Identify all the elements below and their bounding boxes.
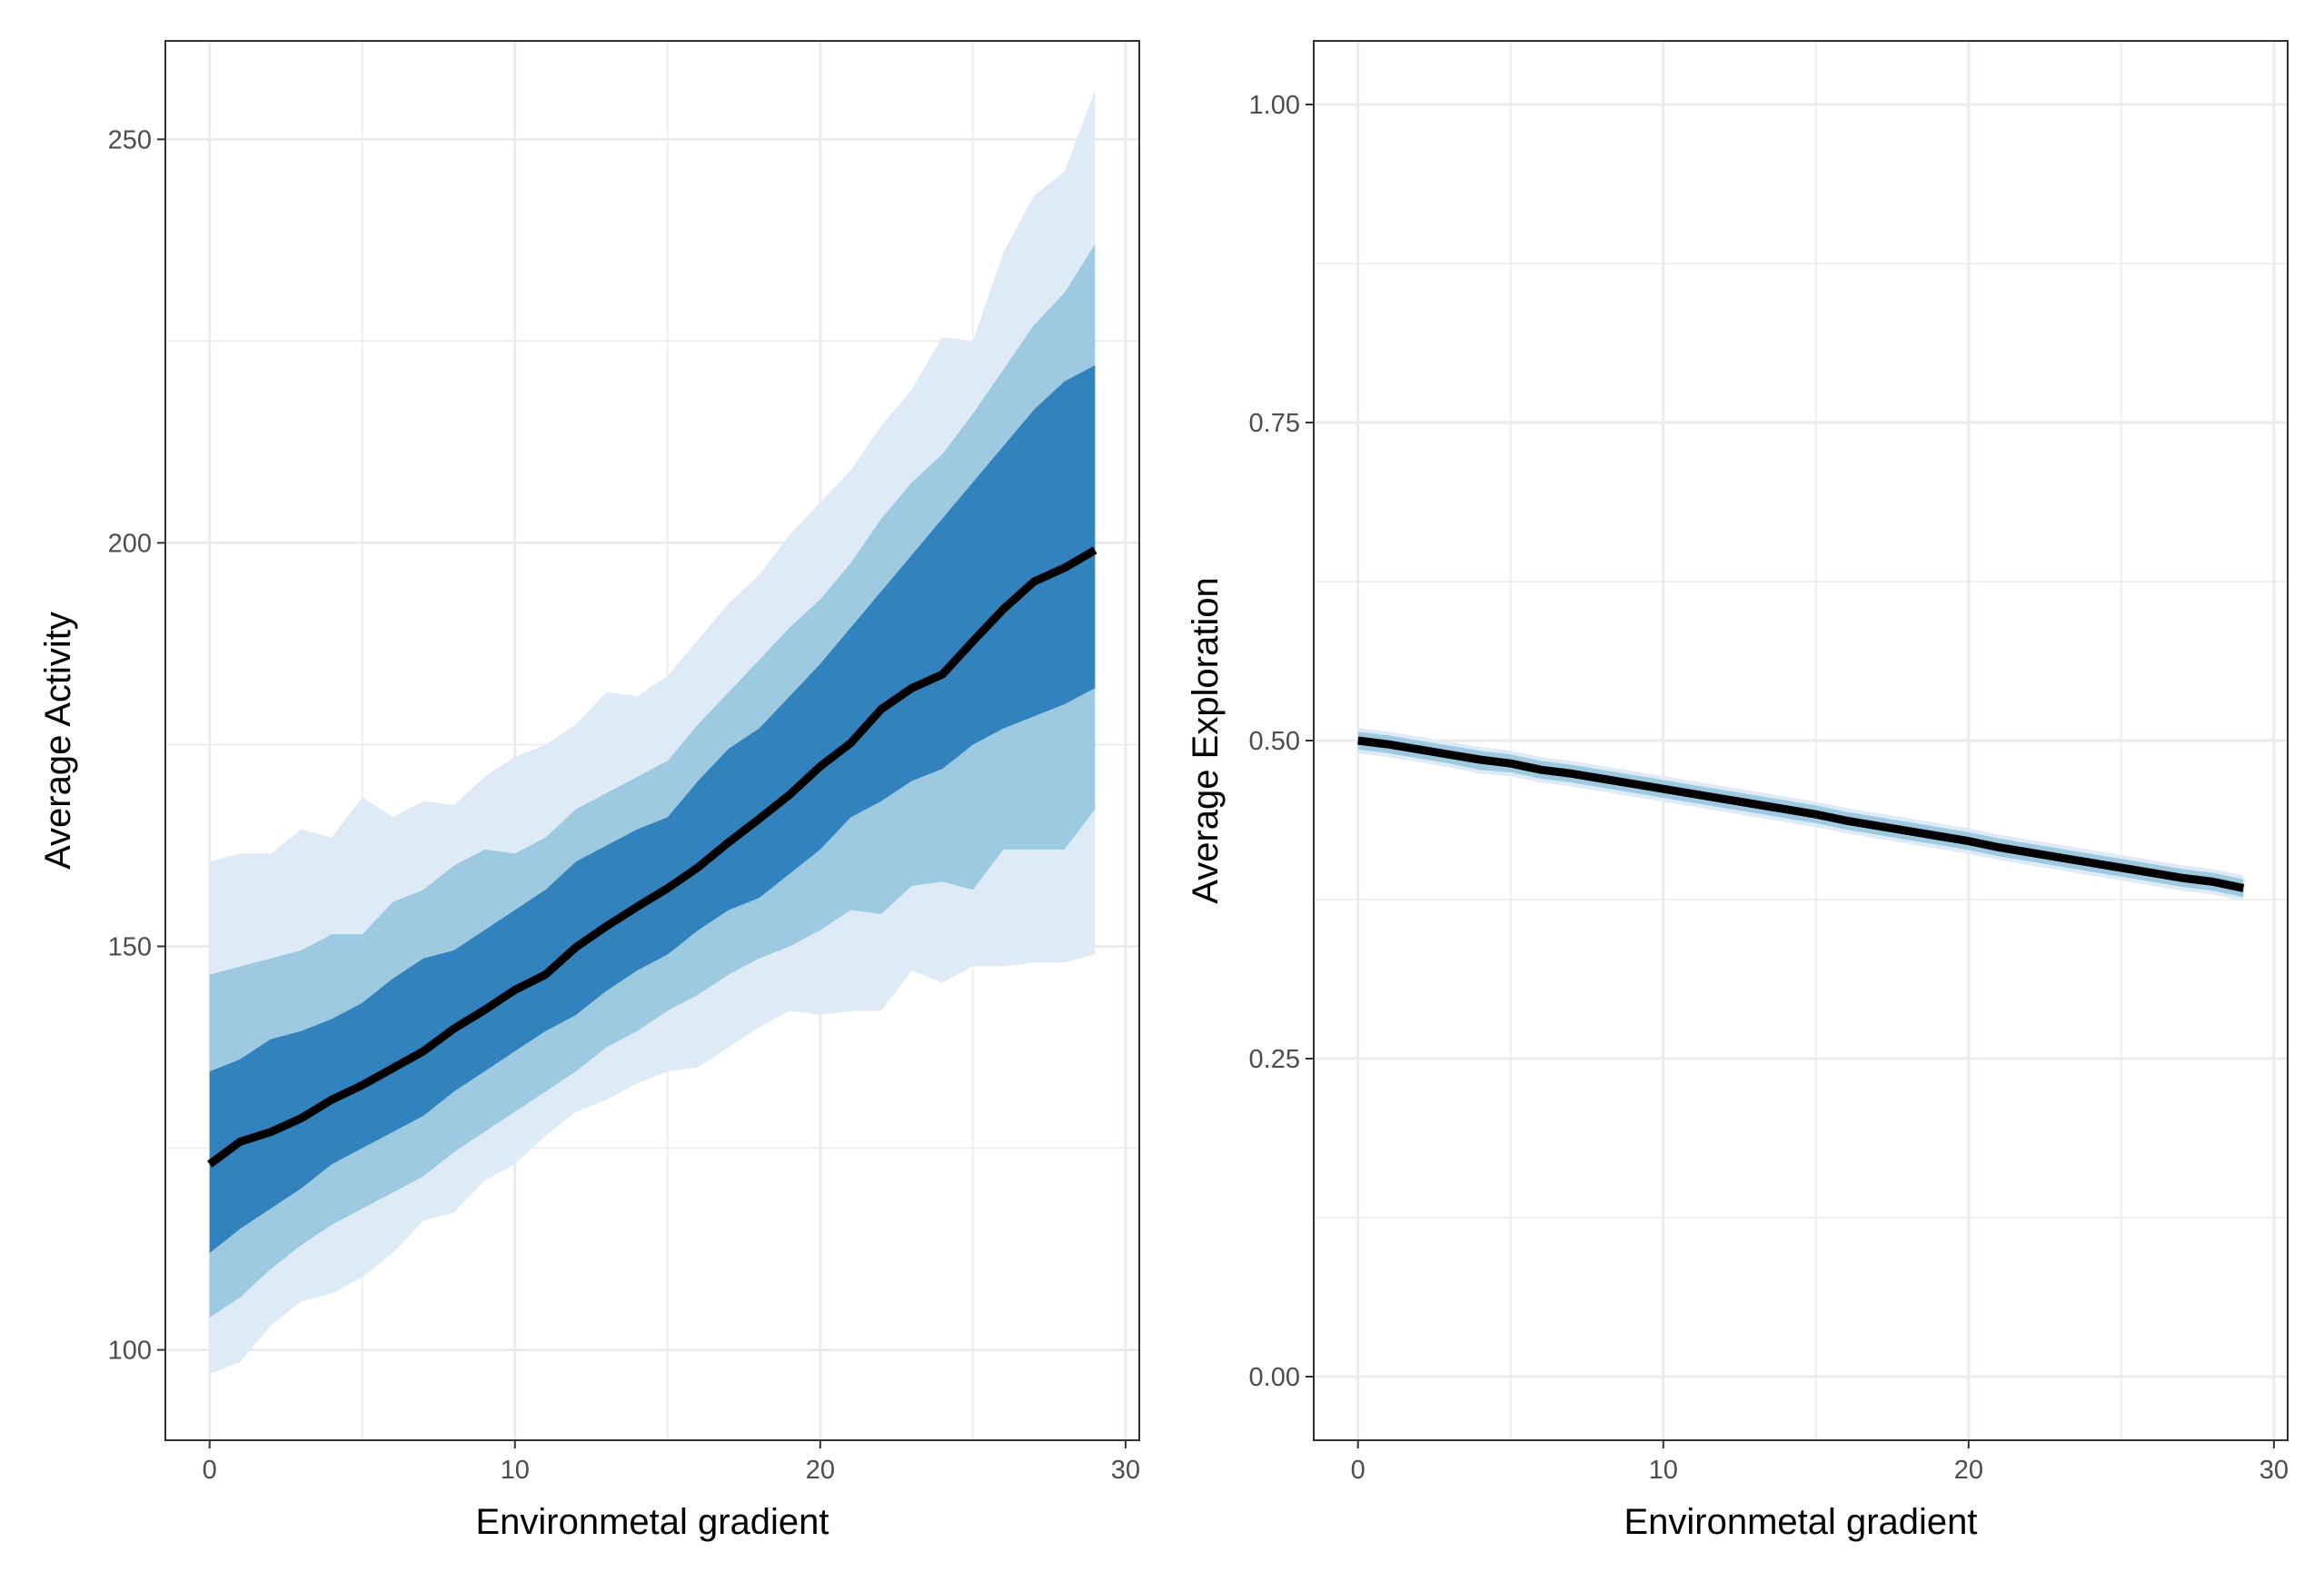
- exploration-median-line: [1357, 736, 2245, 892]
- exploration-y-tick-label: 0.00: [1249, 1363, 1300, 1392]
- activity-y-tick-label: 150: [108, 932, 152, 961]
- activity-y-tick-label: 250: [108, 125, 152, 154]
- exploration-x-tick-label: 20: [1954, 1456, 1983, 1485]
- exploration-median-lines: [1357, 736, 2245, 892]
- exploration-y-axis-title: Average Exploration: [1186, 577, 1226, 904]
- activity-y-tick-label: 200: [108, 529, 152, 558]
- activity-x-tick-label: 10: [501, 1456, 530, 1485]
- exploration-x-axis-title: Environmetal gradient: [1624, 1502, 1977, 1542]
- exploration-x-tick-label: 10: [1649, 1456, 1678, 1485]
- activity-inner-band: [209, 365, 1096, 1253]
- exploration-ticks: 0 10 20 30 0.00 0.25 0.50 0.75 1.00: [1249, 91, 2289, 1485]
- exploration-gridlines: [1314, 41, 2288, 1440]
- activity-x-tick-label: 20: [806, 1456, 835, 1485]
- activity-panel: 0 10 20 30 100 150 200 250 Environmetal gradien…: [38, 40, 1140, 1542]
- exploration-y-tick-label: 0.75: [1249, 409, 1300, 438]
- activity-y-axis-title: Average Activity: [38, 612, 78, 870]
- exploration-y-tick-label: 1.00: [1249, 91, 1300, 120]
- exploration-panel: 0 10 20 30 0.00 0.25 0.50 0.75 1.00 Environmetal…: [1186, 40, 2289, 1542]
- exploration-y-tick-label: 0.50: [1249, 727, 1300, 756]
- exploration-y-tick-label: 0.25: [1249, 1045, 1300, 1074]
- activity-median-line: [207, 546, 1097, 1168]
- activity-x-axis-title: Environmetal gradient: [475, 1502, 829, 1542]
- exploration-x-tick-label: 0: [1351, 1456, 1366, 1485]
- activity-median-lines: [207, 546, 1097, 1168]
- activity-y-tick-label: 100: [108, 1337, 152, 1366]
- exploration-x-tick-label: 30: [2259, 1456, 2289, 1485]
- activity-x-tick-label: 0: [203, 1456, 217, 1485]
- activity-panel-border: [164, 40, 1140, 1441]
- activity-ticks: 0 10 20 30 100 150 200 250: [108, 125, 1140, 1485]
- activity-x-tick-label: 30: [1111, 1456, 1140, 1485]
